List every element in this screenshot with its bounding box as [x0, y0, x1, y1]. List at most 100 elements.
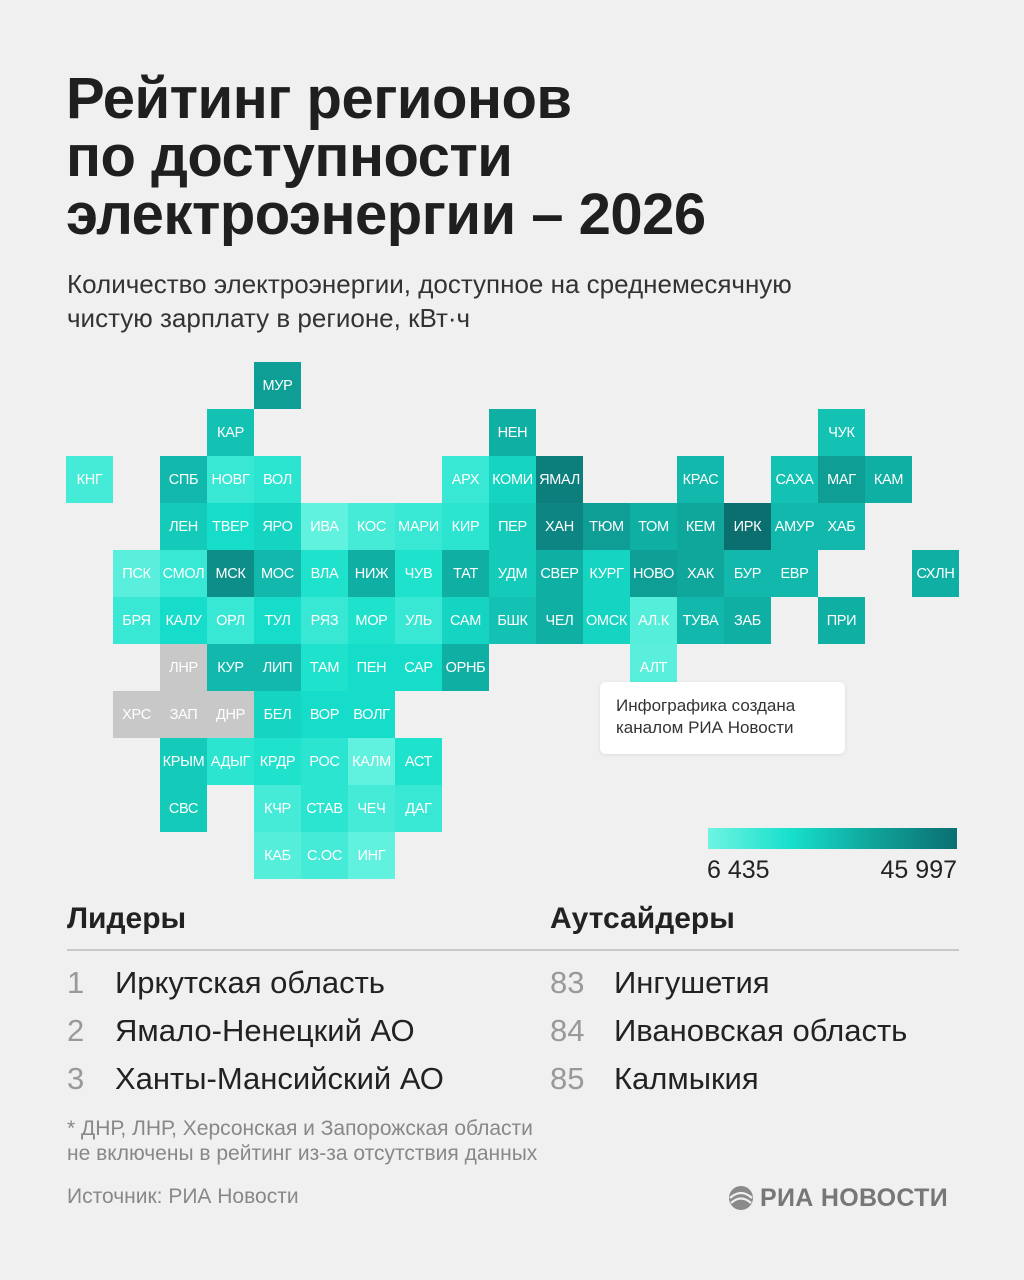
region-tile: КЕМ [677, 503, 724, 550]
region-tile: ЗАБ [724, 597, 771, 644]
rank-number: 3 [67, 1061, 85, 1096]
outsiders-heading: Аутсайдеры [550, 902, 735, 935]
region-tile: ЧЕЧ [348, 785, 395, 832]
region-tile: НОВО [630, 550, 677, 597]
region-tile: БШК [489, 597, 536, 644]
region-tile: С.ОС [301, 832, 348, 879]
region-tile: МОС [254, 550, 301, 597]
ria-globe-icon [729, 1186, 753, 1210]
region-tile: ПЕН [348, 644, 395, 691]
region-tile: ОМСК [583, 597, 630, 644]
page-subtitle: Количество электроэнергии, доступное на … [67, 267, 792, 335]
region-tile: КАЛМ [348, 738, 395, 785]
region-tile: САХА [771, 456, 818, 503]
region-tile: МУР [254, 362, 301, 409]
region-tile: КНГ [66, 456, 113, 503]
region-name: Иркутская область [115, 965, 385, 1000]
region-tile: БУР [724, 550, 771, 597]
region-tile: СВС [160, 785, 207, 832]
rank-number: 85 [550, 1061, 585, 1096]
region-tile: ИРК [724, 503, 771, 550]
region-name: Ингушетия [614, 965, 770, 1000]
region-tile: СТАВ [301, 785, 348, 832]
region-tile: ТАТ [442, 550, 489, 597]
region-tile: СВЕР [536, 550, 583, 597]
region-tile: ЛНР [160, 644, 207, 691]
region-tile: ТЮМ [583, 503, 630, 550]
region-tile: ЕВР [771, 550, 818, 597]
region-tile: ПЕР [489, 503, 536, 550]
region-tile: КАР [207, 409, 254, 456]
region-tile: РОС [301, 738, 348, 785]
info-note: Инфографика создана каналом РИА Новости [600, 682, 845, 754]
ria-logo: РИА НОВОСТИ [728, 1182, 948, 1214]
rank-number: 83 [550, 965, 585, 1000]
footnote-line: не включены в рейтинг из-за отсутствия д… [67, 1142, 538, 1165]
title-line: Рейтинг регионов [66, 66, 572, 131]
region-name: Ямало-Ненецкий АО [115, 1013, 415, 1048]
region-tile: САР [395, 644, 442, 691]
title-line: по доступности [66, 124, 513, 189]
region-tile: ЛИП [254, 644, 301, 691]
rank-number: 2 [67, 1013, 85, 1048]
region-tile: НЕН [489, 409, 536, 456]
region-tile: ХАК [677, 550, 724, 597]
region-tile: ЯМАЛ [536, 456, 583, 503]
region-tile: МОР [348, 597, 395, 644]
region-tile: ХРС [113, 691, 160, 738]
region-tile: ХАН [536, 503, 583, 550]
region-tile: ВЛА [301, 550, 348, 597]
region-tile: КУРГ [583, 550, 630, 597]
region-tile: КУР [207, 644, 254, 691]
region-tile: РЯЗ [301, 597, 348, 644]
source-note: Источник: РИА Новости [67, 1185, 299, 1208]
region-tile: ТВЕР [207, 503, 254, 550]
region-tile: МАГ [818, 456, 865, 503]
region-name: Ивановская область [614, 1013, 908, 1048]
region-tile: УЛЬ [395, 597, 442, 644]
region-tile: НОВГ [207, 456, 254, 503]
region-tile: КИР [442, 503, 489, 550]
region-tile: СМОЛ [160, 550, 207, 597]
region-tile: САМ [442, 597, 489, 644]
region-tile: АСТ [395, 738, 442, 785]
region-tile: ПСК [113, 550, 160, 597]
region-tile: ИВА [301, 503, 348, 550]
subtitle-line: чистую зарплату в регионе, кВт·ч [67, 303, 471, 333]
region-tile: МАРИ [395, 503, 442, 550]
divider [67, 949, 959, 951]
region-tile: ТОМ [630, 503, 677, 550]
region-tile: НИЖ [348, 550, 395, 597]
note-line: каналом РИА Новости [616, 718, 794, 737]
region-tile: ВОЛГ [348, 691, 395, 738]
region-tile: МСК [207, 550, 254, 597]
region-tile: ДАГ [395, 785, 442, 832]
region-name: Ханты-Мансийский АО [115, 1061, 444, 1096]
region-tile: СХЛН [912, 550, 959, 597]
title-line: электроэнергии – 2026 [66, 182, 706, 247]
region-tile: БРЯ [113, 597, 160, 644]
region-tile: ВОР [301, 691, 348, 738]
region-tile: КАБ [254, 832, 301, 879]
logo-text: РИА НОВОСТИ [760, 1183, 948, 1212]
region-tile: ВОЛ [254, 456, 301, 503]
footnote-line: * ДНР, ЛНР, Херсонская и Запорожская обл… [67, 1117, 533, 1140]
region-tile: АЛ.К [630, 597, 677, 644]
region-tile: КРДР [254, 738, 301, 785]
region-tile: КАЛУ [160, 597, 207, 644]
rank-number: 1 [67, 965, 85, 1000]
region-tile: ТУВА [677, 597, 724, 644]
region-tile: КАМ [865, 456, 912, 503]
footnote: * ДНР, ЛНР, Херсонская и Запорожская обл… [67, 1116, 537, 1166]
note-line: Инфографика создана [616, 696, 796, 715]
region-tile: ЧУВ [395, 550, 442, 597]
region-tile: ЗАП [160, 691, 207, 738]
region-tile: ТУЛ [254, 597, 301, 644]
region-tile: ЧЕЛ [536, 597, 583, 644]
legend-max-label: 45 997 [880, 856, 957, 884]
page-title: Рейтинг регионов по доступности электроэ… [66, 70, 706, 244]
region-tile: КРАС [677, 456, 724, 503]
leaders-heading: Лидеры [67, 902, 187, 935]
legend-min-label: 6 435 [707, 856, 770, 884]
